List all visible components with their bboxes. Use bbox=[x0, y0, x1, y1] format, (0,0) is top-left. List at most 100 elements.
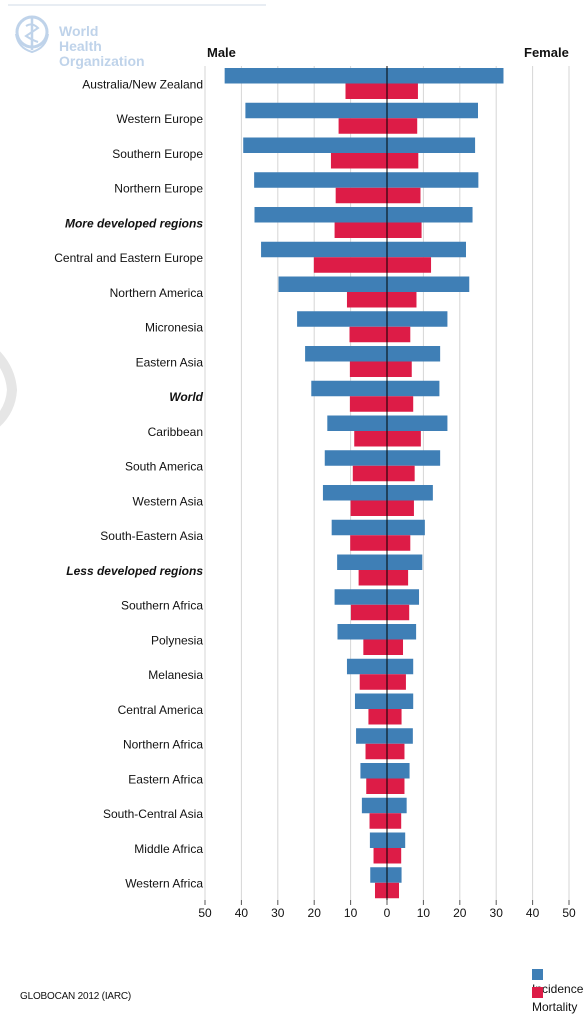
bar-female-incidence bbox=[387, 485, 433, 501]
incidence-swatch bbox=[532, 969, 543, 980]
legend-mortality: Mortality bbox=[532, 986, 584, 1014]
bar-female-mortality bbox=[387, 396, 414, 412]
bar-female-mortality bbox=[387, 674, 406, 690]
bar-male-mortality bbox=[366, 778, 387, 794]
bar-male-mortality bbox=[346, 292, 387, 308]
bar-female-incidence bbox=[387, 346, 441, 362]
bar-male-incidence bbox=[278, 276, 387, 292]
bar-male-mortality bbox=[349, 326, 387, 343]
bar-female-mortality bbox=[387, 743, 405, 760]
bar-male-mortality bbox=[313, 257, 387, 273]
legend-incidence-label: Incidence bbox=[532, 982, 584, 996]
bar-female-incidence bbox=[387, 624, 417, 640]
category-label: Western Europe bbox=[117, 112, 204, 126]
header-rule bbox=[8, 4, 266, 6]
bar-male-mortality bbox=[368, 709, 387, 725]
bar-male-incidence bbox=[297, 311, 387, 327]
mortality-swatch bbox=[532, 987, 543, 998]
bar-female-incidence bbox=[387, 276, 470, 292]
bar-male-incidence bbox=[224, 68, 387, 84]
bar-female-mortality bbox=[387, 361, 412, 377]
bar-male-mortality bbox=[334, 222, 387, 238]
bar-male-incidence bbox=[322, 485, 387, 501]
x-tick-label: 50 bbox=[562, 906, 576, 920]
bar-male-mortality bbox=[335, 187, 387, 204]
female-label: Female bbox=[524, 45, 569, 60]
bar-female-mortality bbox=[387, 709, 402, 725]
bar-male-incidence bbox=[346, 658, 387, 675]
bar-female-incidence bbox=[387, 832, 406, 848]
bar-female-mortality bbox=[387, 639, 404, 655]
bar-male-mortality bbox=[358, 570, 387, 586]
category-label: Western Asia bbox=[133, 494, 204, 508]
category-label: Northern Africa bbox=[123, 738, 203, 752]
bar-male-mortality bbox=[350, 604, 387, 621]
category-label: Western Africa bbox=[125, 877, 203, 891]
bar-female-mortality bbox=[387, 813, 402, 829]
category-label: Southern Africa bbox=[121, 599, 203, 613]
bar-female-mortality bbox=[387, 604, 410, 621]
who-logo-text: World Health Organization bbox=[59, 24, 145, 69]
bar-female-incidence bbox=[387, 450, 441, 466]
bar-female-mortality bbox=[387, 465, 415, 482]
bar-female-incidence bbox=[387, 380, 440, 397]
bar-female-mortality bbox=[387, 187, 421, 204]
bar-female-incidence bbox=[387, 415, 448, 431]
bar-male-mortality bbox=[338, 118, 387, 134]
bar-female-mortality bbox=[387, 257, 432, 273]
logo-line-1: World Health bbox=[59, 23, 102, 54]
bar-female-mortality bbox=[387, 292, 417, 308]
x-tick-label: 30 bbox=[490, 906, 504, 920]
legend-incidence: Incidence bbox=[532, 968, 584, 996]
bar-male-mortality bbox=[350, 500, 387, 516]
who-logo: World Health Organization bbox=[12, 12, 145, 69]
bar-female-mortality bbox=[387, 848, 402, 864]
category-label: Australia/New Zealand bbox=[82, 77, 203, 91]
bar-male-mortality bbox=[363, 639, 387, 655]
bar-female-mortality bbox=[387, 570, 409, 586]
bar-female-incidence bbox=[387, 797, 407, 814]
bar-female-mortality bbox=[387, 431, 421, 447]
bar-male-incidence bbox=[337, 624, 387, 640]
bar-female-mortality bbox=[387, 118, 418, 134]
bar-female-incidence bbox=[387, 207, 473, 223]
bar-male-incidence bbox=[305, 346, 387, 362]
bar-female-incidence bbox=[387, 658, 414, 675]
bar-male-mortality bbox=[345, 83, 387, 99]
bar-male-mortality bbox=[352, 465, 387, 482]
bar-male-mortality bbox=[373, 848, 387, 864]
category-label: South-Central Asia bbox=[103, 807, 203, 821]
bar-male-incidence bbox=[337, 554, 387, 570]
bar-female-incidence bbox=[387, 172, 479, 188]
category-label: Northern America bbox=[110, 286, 204, 300]
bar-male-mortality bbox=[350, 535, 387, 551]
bar-female-incidence bbox=[387, 102, 478, 119]
category-label: World bbox=[169, 390, 203, 404]
bar-male-incidence bbox=[254, 172, 387, 188]
category-label: More developed regions bbox=[65, 216, 203, 230]
bar-male-mortality bbox=[349, 361, 387, 377]
bar-female-mortality bbox=[387, 882, 400, 899]
category-label: Central and Eastern Europe bbox=[54, 251, 203, 265]
category-label: Micronesia bbox=[145, 321, 203, 335]
x-tick-label: 40 bbox=[526, 906, 540, 920]
x-tick-label: 40 bbox=[235, 906, 249, 920]
bar-female-mortality bbox=[387, 83, 418, 99]
bar-female-incidence bbox=[387, 311, 448, 327]
x-tick-label: 0 bbox=[384, 906, 391, 920]
bar-male-incidence bbox=[254, 207, 387, 223]
category-label: South-Eastern Asia bbox=[100, 529, 203, 543]
category-label: Melanesia bbox=[148, 668, 203, 682]
bar-male-mortality bbox=[330, 153, 387, 169]
bar-female-mortality bbox=[387, 222, 422, 238]
category-label: Southern Europe bbox=[112, 147, 203, 161]
category-label: Middle Africa bbox=[134, 842, 203, 856]
category-label: Eastern Asia bbox=[136, 355, 204, 369]
category-label: Northern Europe bbox=[114, 182, 203, 196]
bar-male-mortality bbox=[359, 674, 387, 690]
bar-male-mortality bbox=[369, 813, 387, 829]
category-label: Polynesia bbox=[151, 633, 203, 647]
bar-female-mortality bbox=[387, 500, 414, 516]
bar-female-incidence bbox=[387, 68, 504, 84]
bar-female-incidence bbox=[387, 519, 425, 536]
